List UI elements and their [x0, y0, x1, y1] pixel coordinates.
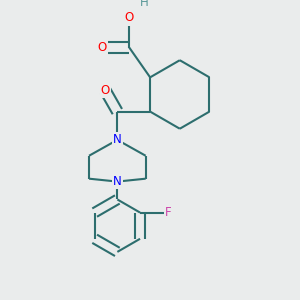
Text: H: H: [140, 0, 148, 9]
Text: F: F: [165, 206, 172, 219]
Text: O: O: [101, 84, 110, 97]
Text: N: N: [113, 175, 122, 188]
Text: N: N: [113, 134, 122, 146]
Text: O: O: [124, 11, 134, 24]
Text: O: O: [98, 41, 107, 54]
